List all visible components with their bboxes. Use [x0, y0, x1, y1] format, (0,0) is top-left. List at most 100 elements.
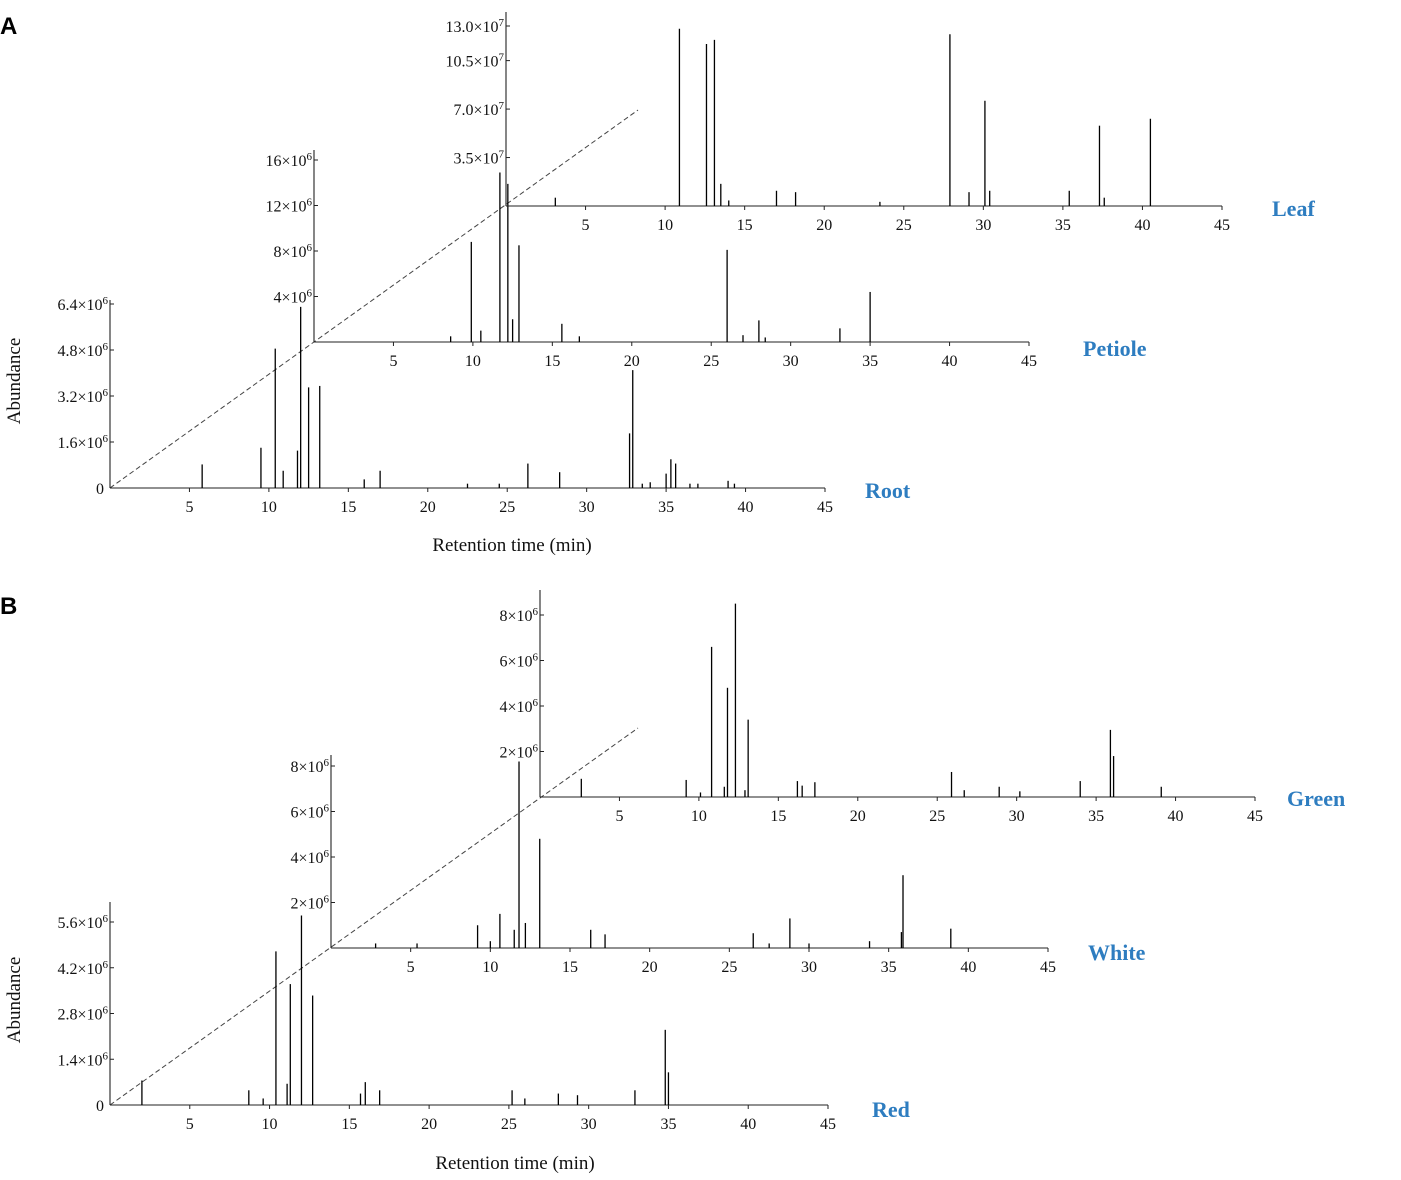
white-x-tick-label: 40: [960, 959, 976, 976]
panel-b-ylabel: Abundance: [4, 957, 25, 1044]
petiole-y-tick-label: 8×106: [273, 242, 312, 261]
petiole-x-tick-label: 10: [465, 353, 481, 370]
root-y-tick-label: 6.4×106: [57, 295, 108, 314]
petiole-x-tick-label: 45: [1021, 353, 1037, 370]
panel-label-a: A: [0, 13, 17, 40]
leaf-y-tick-label: 7.0×107: [453, 100, 504, 119]
red-x-tick-label: 20: [421, 1116, 437, 1133]
trace-label-petiole: Petiole: [1083, 336, 1147, 361]
red-x-tick-label: 10: [262, 1116, 278, 1133]
trace-leaf: 5 10 15 20 25 30 35 40 45 3.5×107 7.0×107 10.5×107 1…: [445, 12, 1315, 234]
leaf-x-tick-label: 35: [1055, 217, 1071, 234]
red-y-tick-label: 5.6×106: [57, 913, 108, 932]
white-x-tick-label: 5: [407, 959, 415, 976]
white-x-tick-label: 25: [721, 959, 737, 976]
green-y-tick-label: 4×106: [499, 697, 538, 716]
red-y-tick-label: 2.8×106: [57, 1005, 108, 1024]
petiole-x-tick-label: 5: [389, 353, 397, 370]
white-x-tick-label: 45: [1040, 959, 1056, 976]
green-y-tick-label: 8×106: [499, 606, 538, 625]
petiole-x-tick-label: 15: [544, 353, 560, 370]
root-y-tick-label: 3.2×106: [57, 387, 108, 406]
red-y-tick-label: 4.2×106: [57, 959, 108, 978]
red-x-tick-label: 15: [341, 1116, 357, 1133]
trace-label-root: Root: [865, 478, 911, 503]
leaf-y-tick-label: 10.5×107: [445, 52, 504, 71]
panel-b-offset-guide: [109, 727, 639, 1106]
petiole-x-tick-label: 20: [624, 353, 640, 370]
red-y-tick-label: 0: [96, 1098, 104, 1115]
root-x-tick-label: 15: [340, 499, 356, 516]
green-x-tick-label: 20: [850, 808, 866, 825]
red-x-tick-label: 25: [501, 1116, 517, 1133]
root-x-tick-label: 40: [738, 499, 754, 516]
trace-red: 5 10 15 20 25 30 35 40 45 0 1.4×106 2.8×106 4.2×106 5…: [57, 902, 910, 1133]
leaf-x-tick-label: 30: [975, 217, 991, 234]
white-x-tick-label: 15: [562, 959, 578, 976]
trace-label-white: White: [1088, 940, 1146, 965]
panel-label-b: B: [0, 593, 17, 620]
root-x-tick-label: 30: [579, 499, 595, 516]
green-x-tick-label: 30: [1009, 808, 1025, 825]
petiole-x-tick-label: 35: [862, 353, 878, 370]
green-x-tick-label: 25: [929, 808, 945, 825]
white-x-tick-label: 20: [642, 959, 658, 976]
red-x-tick-label: 45: [820, 1116, 836, 1133]
green-x-tick-label: 10: [691, 808, 707, 825]
leaf-x-tick-label: 40: [1134, 217, 1150, 234]
green-y-tick-label: 6×106: [499, 652, 538, 671]
panel-a-ylabel: Abundance: [4, 338, 25, 425]
petiole-x-tick-label: 30: [783, 353, 799, 370]
trace-green: 5 10 15 20 25 30 35 40 45 2×106 4×106 6×106 8×106 Gre…: [499, 590, 1345, 825]
petiole-x-tick-label: 40: [942, 353, 958, 370]
root-x-tick-label: 5: [185, 499, 193, 516]
green-x-tick-label: 5: [615, 808, 623, 825]
root-x-tick-label: 45: [817, 499, 833, 516]
root-y-tick-label: 4.8×106: [57, 341, 108, 360]
red-x-tick-label: 30: [581, 1116, 597, 1133]
trace-root: 5 10 15 20 25 30 35 40 45 0 1.6×106 3.2×106 4.8×106 6…: [57, 295, 910, 516]
leaf-x-tick-label: 15: [737, 217, 753, 234]
white-y-tick-label: 6×106: [290, 803, 329, 822]
leaf-x-tick-label: 25: [896, 217, 912, 234]
red-x-tick-label: 35: [660, 1116, 676, 1133]
leaf-y-tick-label: 3.5×107: [453, 149, 504, 168]
white-x-tick-label: 35: [881, 959, 897, 976]
leaf-y-tick-label: 13.0×107: [445, 17, 504, 36]
leaf-x-tick-label: 20: [816, 217, 832, 234]
trace-white: 5 10 15 20 25 30 35 40 45 2×106 4×106 6×106 8×106 Whi…: [290, 755, 1146, 976]
trace-label-leaf: Leaf: [1272, 196, 1315, 221]
green-x-tick-label: 40: [1168, 808, 1184, 825]
white-x-tick-label: 10: [482, 959, 498, 976]
petiole-y-tick-label: 4×106: [273, 288, 312, 307]
leaf-x-tick-label: 45: [1214, 217, 1230, 234]
white-x-tick-label: 30: [801, 959, 817, 976]
leaf-x-tick-label: 10: [657, 217, 673, 234]
root-x-tick-label: 25: [499, 499, 515, 516]
root-x-tick-label: 10: [261, 499, 277, 516]
root-y-tick-label: 0: [96, 481, 104, 498]
petiole-y-tick-label: 16×106: [265, 151, 312, 170]
white-y-tick-label: 4×106: [290, 848, 329, 867]
green-x-tick-label: 15: [770, 808, 786, 825]
green-y-tick-label: 2×106: [499, 743, 538, 762]
leaf-x-tick-label: 5: [582, 217, 590, 234]
red-x-tick-label: 5: [186, 1116, 194, 1133]
trace-petiole: 5 10 15 20 25 30 35 40 45 4×106 8×106 12×106 16×106 P…: [265, 150, 1147, 370]
white-y-tick-label: 2×106: [290, 894, 329, 913]
green-x-tick-label: 35: [1088, 808, 1104, 825]
petiole-y-tick-label: 12×106: [265, 197, 312, 216]
trace-label-red: Red: [872, 1097, 910, 1122]
root-y-tick-label: 1.6×106: [57, 433, 108, 452]
root-x-tick-label: 35: [658, 499, 674, 516]
green-x-tick-label: 45: [1247, 808, 1263, 825]
panel-a-xlabel: Retention time (min): [432, 535, 591, 556]
panel-a-offset-guide: [109, 109, 639, 489]
red-x-tick-label: 40: [740, 1116, 756, 1133]
white-y-tick-label: 8×106: [290, 757, 329, 776]
panel-b-xlabel: Retention time (min): [435, 1153, 594, 1174]
trace-label-green: Green: [1287, 786, 1345, 811]
root-x-tick-label: 20: [420, 499, 436, 516]
red-y-tick-label: 1.4×106: [57, 1050, 108, 1069]
